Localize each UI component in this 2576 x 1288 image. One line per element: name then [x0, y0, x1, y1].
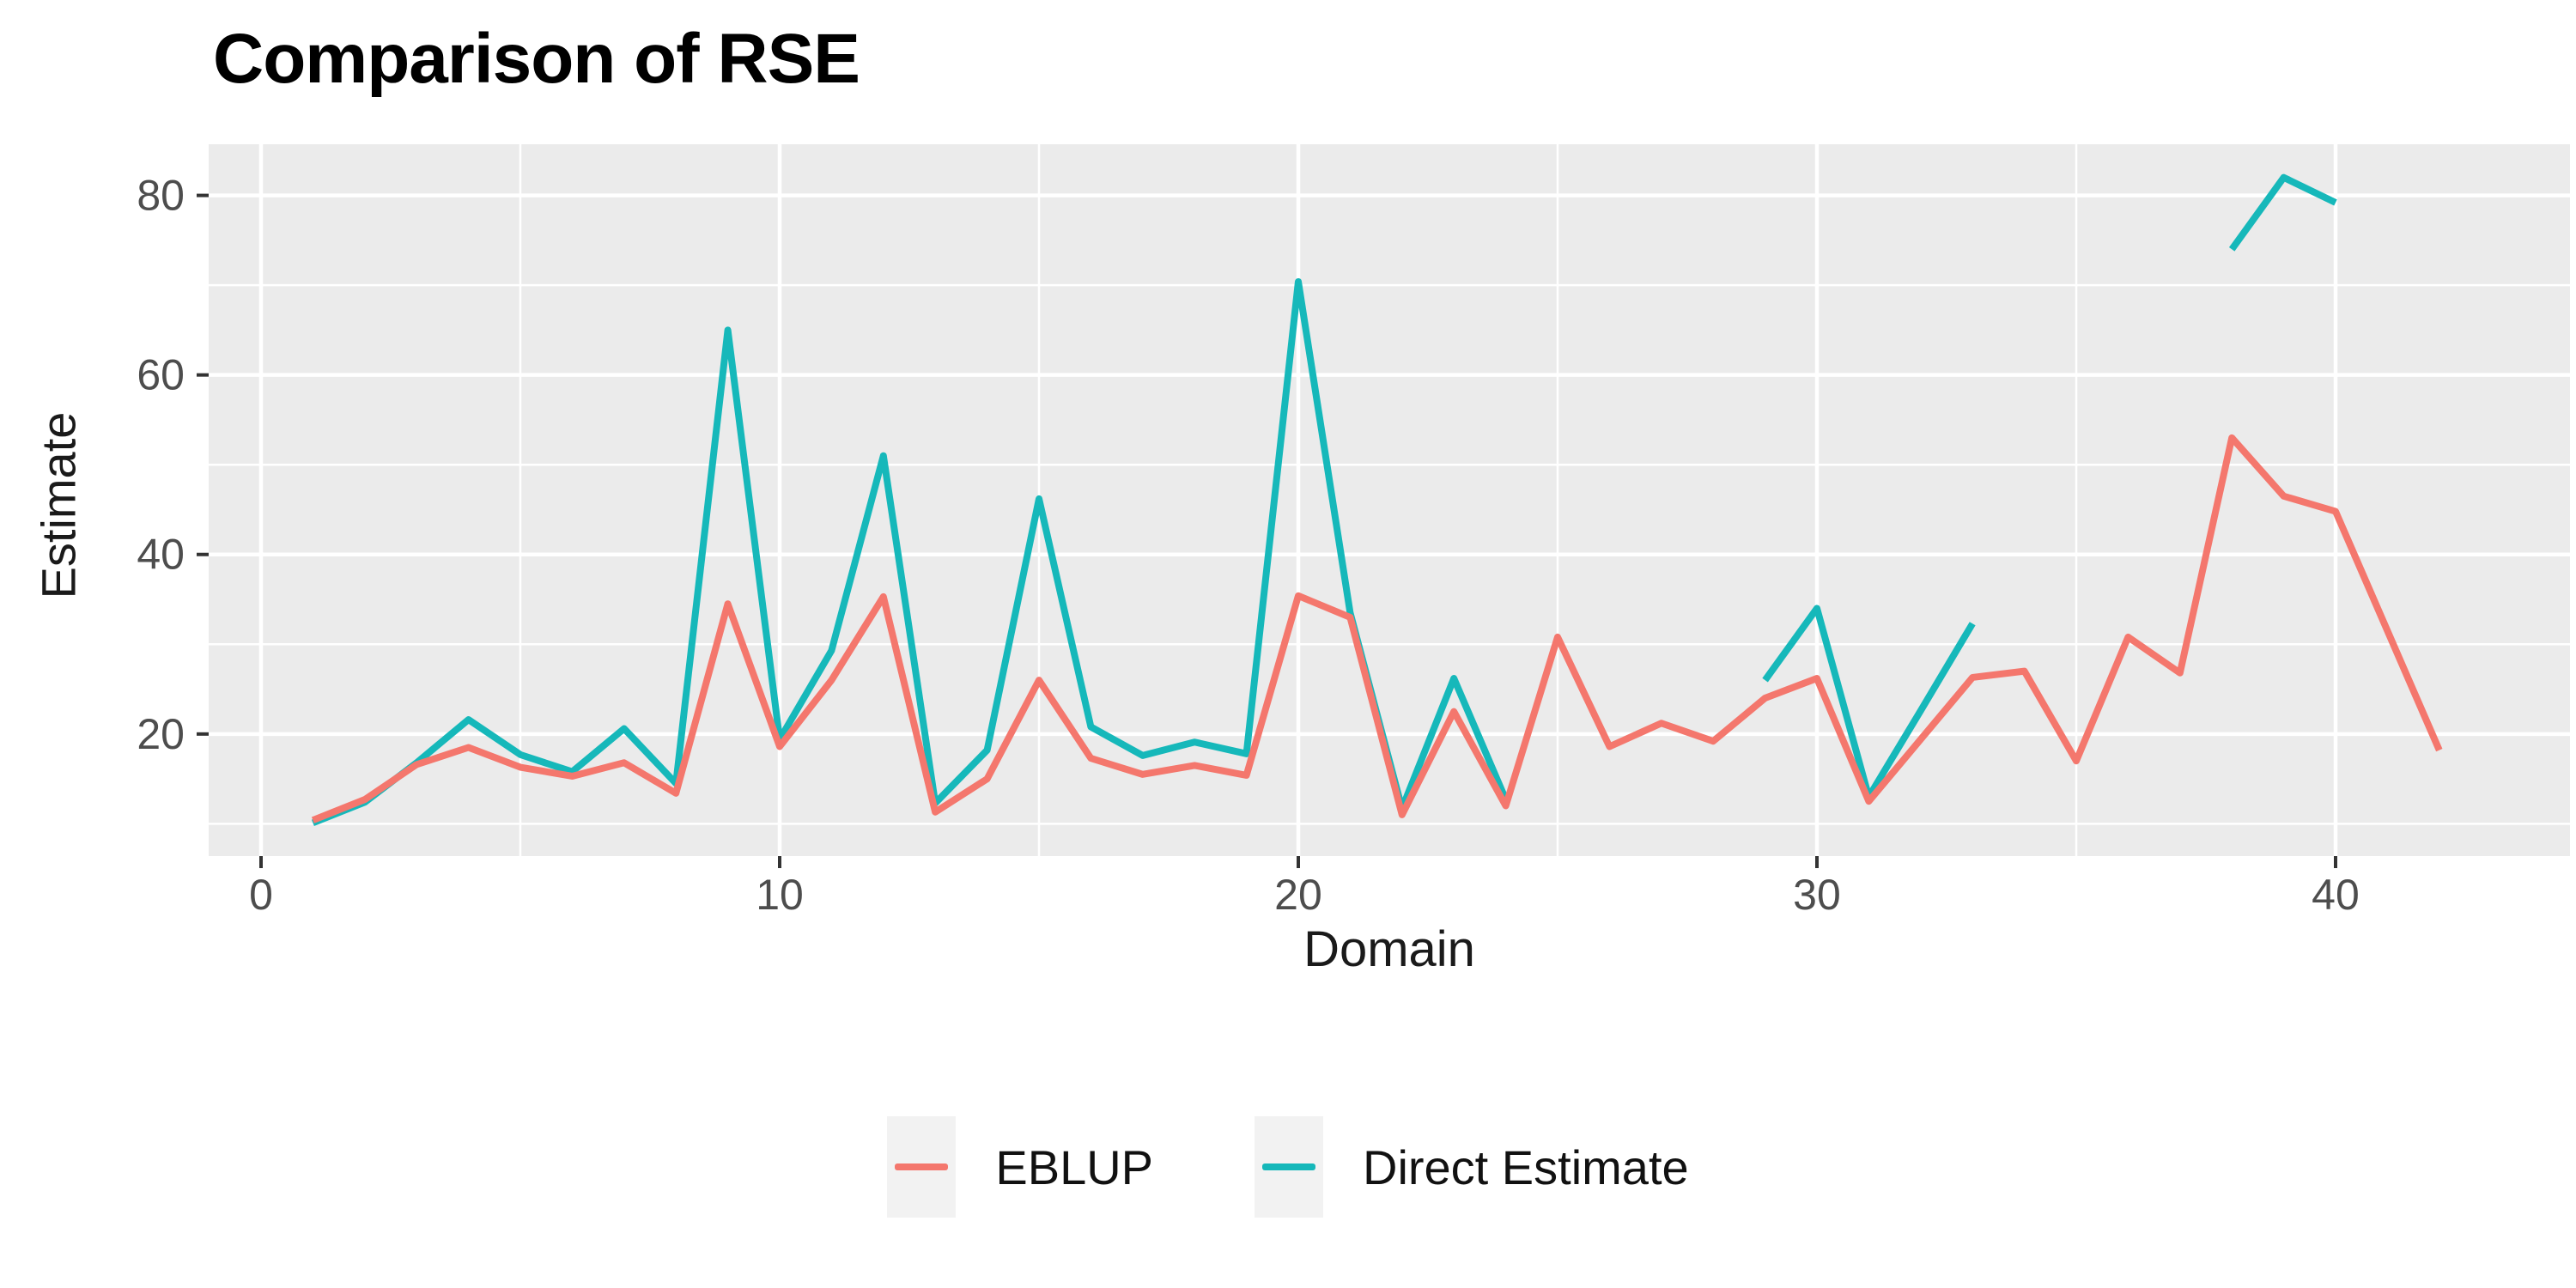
y-tick-label: 40 — [137, 531, 185, 579]
y-tick-label: 80 — [137, 172, 185, 220]
legend-key-box — [1255, 1116, 1323, 1218]
x-tick-label: 30 — [1793, 871, 1841, 919]
y-axis-title: Estimate — [31, 411, 86, 599]
legend-key-line-icon — [1262, 1163, 1315, 1170]
legend-item-direct-estimate: Direct Estimate — [1255, 1116, 1689, 1218]
legend-label: EBLUP — [995, 1139, 1153, 1194]
y-tick-label: 20 — [137, 710, 185, 758]
chart-title: Comparison of RSE — [213, 20, 860, 98]
x-axis-title: Domain — [1303, 921, 1475, 977]
legend-item-eblup: EBLUP — [887, 1116, 1153, 1218]
legend: EBLUP Direct Estimate — [0, 1116, 2576, 1218]
plot-panel — [209, 144, 2570, 856]
y-tick-label: 60 — [137, 351, 185, 399]
series-line-direct-estimate — [311, 277, 1510, 827]
legend-key-box — [887, 1116, 957, 1218]
series-line-eblup — [311, 434, 2443, 823]
x-tick-label: 10 — [756, 871, 804, 919]
legend-key-line-icon — [895, 1163, 949, 1170]
x-tick-label: 20 — [1274, 871, 1322, 919]
legend-label: Direct Estimate — [1363, 1139, 1689, 1194]
x-tick-label: 40 — [2312, 871, 2360, 919]
series-line-direct-estimate — [2228, 173, 2337, 252]
x-tick-label: 0 — [249, 871, 273, 919]
